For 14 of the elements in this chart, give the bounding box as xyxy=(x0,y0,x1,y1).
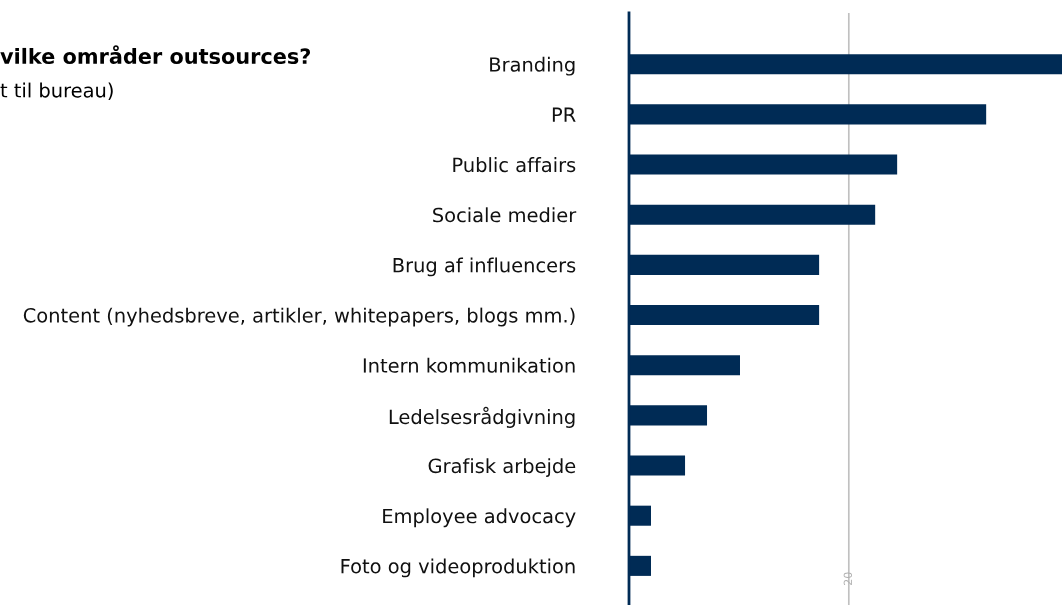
y-tick-label: Public affairs xyxy=(453,157,576,173)
y-tick-label: Brug af influencers xyxy=(393,257,576,277)
y-tick-label: Ledelsesrådgivning xyxy=(389,406,575,428)
text: t til bureau) xyxy=(0,82,113,100)
y-tick-label: Intern kommunikation xyxy=(363,357,575,373)
x-tick-label: 20 xyxy=(843,572,853,585)
text: vilke områder outsources? xyxy=(0,45,311,65)
y-tick-label: Employee advocacy xyxy=(383,508,576,528)
y-tick-label: Content (nyhedsbreve, artikler, whitepapers, blogs mm.) xyxy=(23,307,575,327)
y-tick-label: PR xyxy=(552,107,576,122)
y-tick-label: Sociale medier xyxy=(433,207,577,223)
y-tick-label: Grafisk arbejde xyxy=(428,458,576,477)
y-tick-label: Branding xyxy=(490,56,575,76)
y-tick-label: Foto og videoproduktion xyxy=(341,558,575,578)
